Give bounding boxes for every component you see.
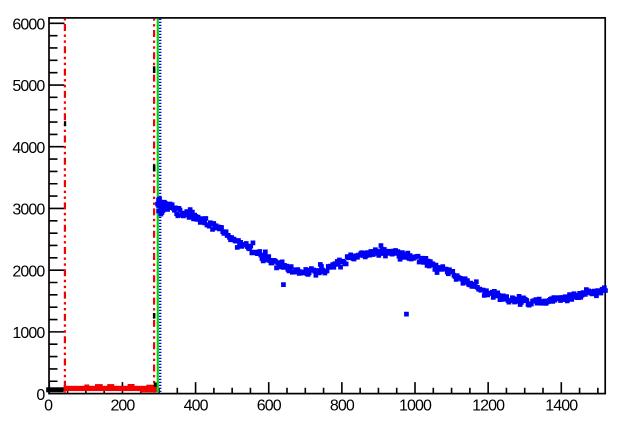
svg-text:600: 600 [257,398,282,415]
svg-text:400: 400 [184,398,209,415]
svg-text:3000: 3000 [12,202,45,219]
svg-text:1400: 1400 [545,398,578,415]
svg-text:4000: 4000 [12,140,45,157]
svg-text:2000: 2000 [12,263,45,280]
svg-text:800: 800 [330,398,355,415]
svg-text:1200: 1200 [472,398,505,415]
svg-text:1000: 1000 [399,398,432,415]
svg-text:0: 0 [36,387,45,404]
svg-text:5000: 5000 [12,78,45,95]
svg-text:1000: 1000 [12,325,45,342]
svg-text:0: 0 [44,398,53,415]
svg-text:6000: 6000 [12,17,45,34]
svg-text:200: 200 [110,398,135,415]
